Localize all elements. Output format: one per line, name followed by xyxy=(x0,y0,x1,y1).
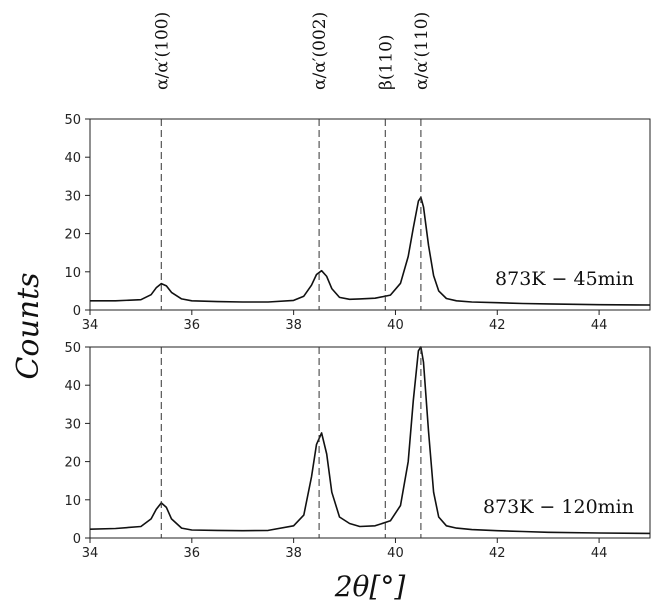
x-tick-label: 42 xyxy=(489,546,506,561)
y-tick-label: 30 xyxy=(64,189,81,204)
reference-lines xyxy=(160,119,422,538)
y-tick-label: 40 xyxy=(64,379,81,394)
x-tick-label: 36 xyxy=(184,546,201,561)
reference-line-label: β(110) xyxy=(376,34,396,90)
x-tick-label: 40 xyxy=(387,546,404,561)
plot-frame xyxy=(89,118,651,311)
reference-line-labels: α/α′(100) α/α′(002) β(110) α/α′(110) xyxy=(152,12,432,90)
reference-line-label: α/α′(110) xyxy=(412,12,432,90)
plot-frame xyxy=(89,346,651,539)
x-tick-label: 38 xyxy=(285,318,302,333)
x-tick-label: 44 xyxy=(591,546,608,561)
y-tick-label: 30 xyxy=(64,417,81,432)
y-axis-title: Counts xyxy=(11,272,46,379)
y-tick-label: 20 xyxy=(64,228,81,243)
reference-line-label: α/α′(100) xyxy=(152,12,172,90)
x-tick-label: 34 xyxy=(82,318,99,333)
xrd-pattern-line xyxy=(90,196,651,306)
x-tick-label: 44 xyxy=(591,318,608,333)
x-axis-title: 2θ[°] xyxy=(334,570,406,603)
y-tick-label: 20 xyxy=(64,456,81,471)
x-tick-label: 42 xyxy=(489,318,506,333)
sample-annotation: 873K − 45min xyxy=(495,268,634,290)
y-tick-label: 10 xyxy=(64,494,81,509)
y-tick-label: 50 xyxy=(64,113,81,128)
x-tick-label: 34 xyxy=(82,546,99,561)
reference-line-label: α/α′(002) xyxy=(310,12,330,90)
y-tick-label: 50 xyxy=(64,341,81,356)
y-tick-label: 0 xyxy=(73,532,81,547)
y-tick-label: 40 xyxy=(64,151,81,166)
panel-873k-45min: 34 36 38 40 42 44 0 10 20 30 40 50 873K − 45min xyxy=(64,113,651,333)
y-tick-label: 10 xyxy=(64,266,81,281)
sample-annotation: 873K − 120min xyxy=(483,496,634,518)
y-tick-label: 0 xyxy=(73,304,81,319)
xrd-pattern-line xyxy=(89,346,651,535)
panel-873k-120min: 34 36 38 40 42 44 0 10 20 30 40 50 873K − 120min xyxy=(64,341,651,561)
x-tick-label: 36 xyxy=(184,318,201,333)
x-tick-label: 38 xyxy=(285,546,302,561)
x-tick-label: 40 xyxy=(387,318,404,333)
